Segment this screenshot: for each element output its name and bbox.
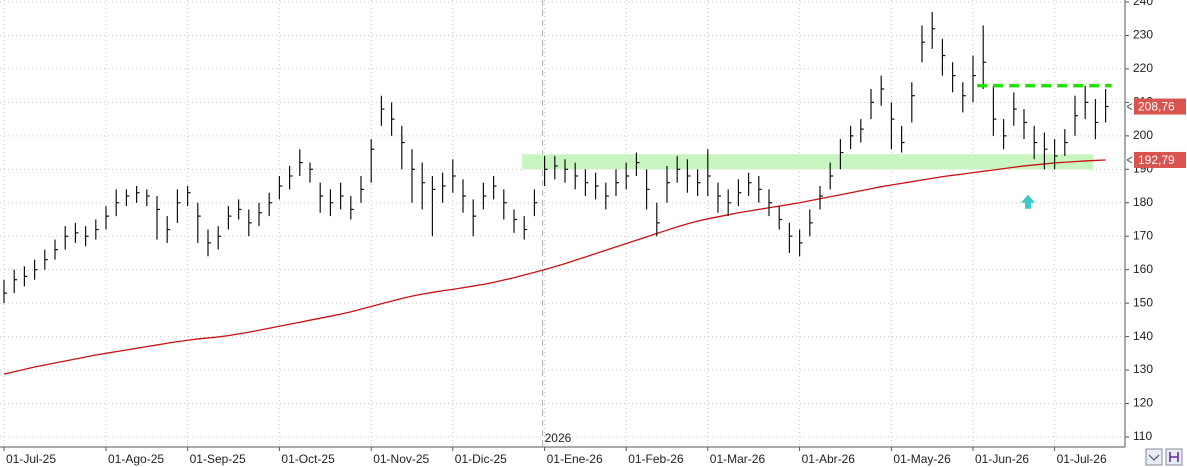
x-tick-label: 01-May-26 <box>893 452 951 466</box>
y-tick-label: 180 <box>1133 195 1153 209</box>
y-tick-label: 120 <box>1133 396 1153 410</box>
y-tick-label: 230 <box>1133 28 1153 42</box>
price-tag-pointer <box>1126 156 1133 164</box>
zoom-button[interactable] <box>1145 448 1163 466</box>
x-tick-label: 01-Sep-25 <box>190 452 246 466</box>
x-tick-label: 01-Oct-25 <box>281 452 335 466</box>
x-tick-label: 01-Ene-26 <box>547 452 603 466</box>
y-tick-label: 160 <box>1133 262 1153 276</box>
support-zone <box>522 154 1094 170</box>
h-icon <box>1169 452 1179 462</box>
x-tick-label: 01-Dic-25 <box>455 452 507 466</box>
y-tick-label: 240 <box>1133 0 1153 8</box>
price-tag <box>1134 151 1186 168</box>
x-tick-label: 01-Nov-25 <box>373 452 429 466</box>
price-tag <box>1134 98 1186 115</box>
y-tick-label: 220 <box>1133 61 1153 75</box>
y-tick-label: 140 <box>1133 329 1153 343</box>
x-tick-label: 01-Ago-25 <box>108 452 164 466</box>
x-tick-label: 01-Jul-26 <box>1057 452 1107 466</box>
x-tick-label: 01-Jun-26 <box>975 452 1029 466</box>
price-tag-label: 208,76 <box>1138 100 1175 114</box>
price-tag-pointer <box>1126 103 1133 110</box>
y-tick-label: 200 <box>1133 128 1153 142</box>
arrow-marker <box>1021 194 1035 209</box>
moving-average-line <box>3 159 1106 375</box>
x-tick-label: 01-Mar-26 <box>710 452 766 466</box>
x-tick-label: 01-Abr-26 <box>802 452 856 466</box>
x-tick-label: 01-Feb-26 <box>628 452 684 466</box>
x-tick-label: 01-Jul-25 <box>6 452 56 466</box>
year-label: 2026 <box>545 431 572 445</box>
zoom-icon <box>1148 454 1160 461</box>
price-tag-label: 192,79 <box>1138 153 1175 167</box>
y-tick-label: 150 <box>1133 295 1153 309</box>
y-tick-label: 110 <box>1133 429 1152 443</box>
y-tick-label: 130 <box>1133 362 1153 376</box>
y-tick-label: 170 <box>1133 228 1153 242</box>
